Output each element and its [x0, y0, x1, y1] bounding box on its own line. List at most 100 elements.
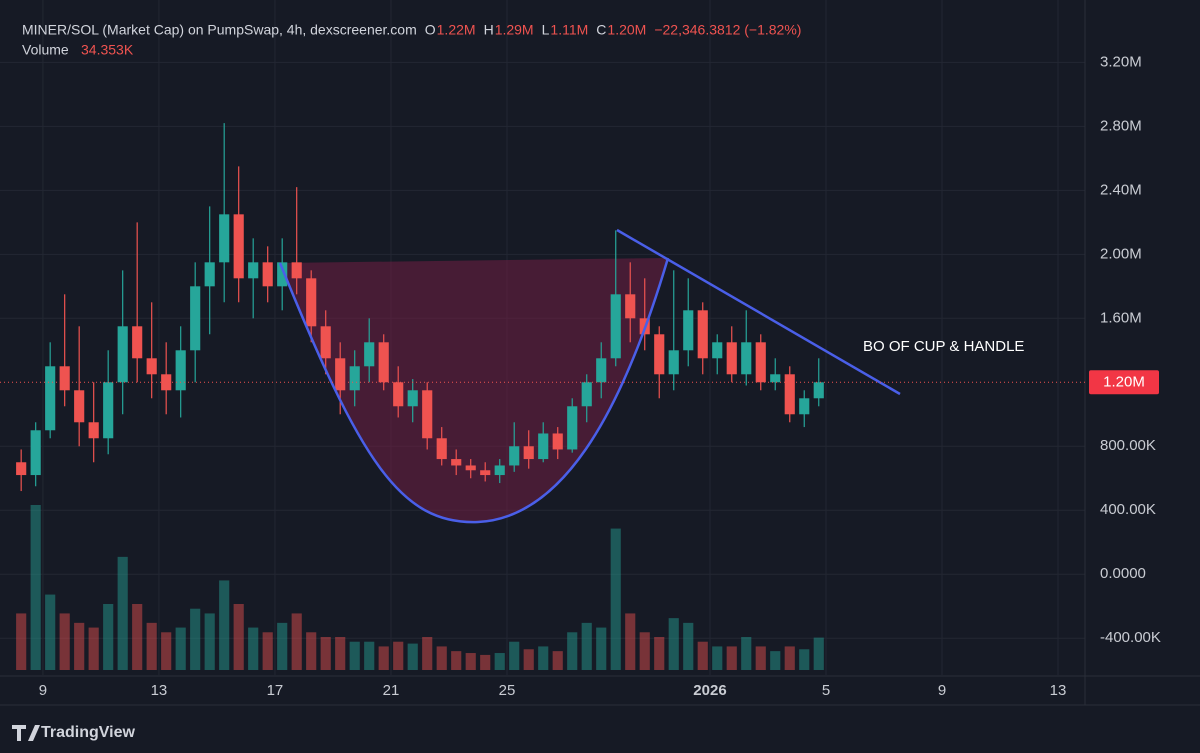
candle-body	[248, 262, 259, 279]
candle-body	[581, 382, 592, 407]
ohlc-value: 1.22M	[437, 22, 476, 38]
x-tick-label: 9	[938, 682, 946, 699]
volume-bar	[349, 641, 360, 670]
candle-body	[45, 366, 56, 431]
x-tick-label: 17	[267, 682, 284, 699]
candle-body	[712, 342, 723, 359]
candle-body	[262, 262, 273, 287]
candle-body	[320, 326, 331, 359]
brand: TradingView	[12, 724, 136, 741]
x-tick-label: 13	[151, 682, 168, 699]
volume-bar	[233, 604, 244, 670]
volume-bar	[567, 632, 578, 670]
candle-body	[16, 462, 27, 476]
volume-bar	[262, 632, 273, 670]
candle-body	[610, 294, 621, 359]
volume-bar	[320, 637, 331, 670]
candle-body	[277, 262, 288, 287]
volume-bar	[451, 651, 462, 670]
volume-bar	[509, 641, 520, 670]
candle-body	[654, 334, 665, 375]
candle-body	[552, 433, 563, 450]
volume-bar	[596, 627, 607, 670]
cup-curve	[278, 257, 670, 524]
candle-body	[88, 422, 99, 439]
y-tick-label: 400.00K	[1100, 501, 1156, 518]
candle-body	[813, 382, 824, 399]
last-price-box	[1089, 370, 1159, 395]
volume-bar	[103, 604, 114, 670]
volume-bar	[59, 613, 70, 670]
volume-bar	[74, 622, 85, 670]
volume-bar	[175, 627, 186, 670]
candle-body	[103, 382, 114, 439]
volume-bar	[16, 613, 27, 670]
ohlc-key: L	[542, 22, 550, 38]
volume-bar	[639, 632, 650, 670]
volume-bar	[306, 632, 317, 670]
ohlc-value: 1.29M	[495, 22, 534, 38]
volume-bar	[480, 654, 491, 670]
ohlc-key: H	[484, 22, 494, 38]
last-price-label: 1.20M	[1103, 373, 1145, 390]
candle-body	[190, 286, 201, 351]
candle-body	[799, 398, 810, 415]
volume-bar	[117, 556, 128, 670]
candle-body	[306, 278, 317, 327]
brand-logo	[12, 725, 40, 741]
volume-bar	[132, 604, 143, 670]
volume-bar	[88, 627, 99, 670]
y-tick-label: 800.00K	[1100, 437, 1156, 454]
volume-bar	[668, 618, 679, 670]
candle-body	[596, 358, 607, 383]
annotation: BO OF CUP & HANDLE	[863, 338, 1024, 355]
candle-body	[784, 374, 795, 415]
volume-bar	[741, 637, 752, 670]
volume-bar	[161, 632, 172, 670]
volume-bar	[291, 613, 302, 670]
candle-body	[509, 446, 520, 466]
axes: 3.20M 2.80M 2.40M 2.00M 1.60M 800.00K 400.00K 0…	[0, 53, 1161, 699]
y-tick-label: 1.60M	[1100, 309, 1142, 326]
header: MINER/SOL (Market Cap) on PumpSwap, 4h, …	[22, 22, 801, 58]
candle-body	[219, 214, 230, 263]
candle-body	[770, 374, 781, 383]
x-tick-label: 21	[383, 682, 400, 699]
candle-body	[480, 470, 491, 476]
volume-bar	[523, 649, 534, 670]
volume-bar	[784, 646, 795, 670]
volume-bar	[625, 613, 636, 670]
candle-body	[538, 433, 549, 460]
candle-body	[175, 350, 186, 391]
volume-bar	[610, 528, 621, 670]
candle-body	[233, 214, 244, 279]
candle-body	[364, 342, 375, 367]
candle-body	[146, 358, 157, 375]
volume-bar	[393, 641, 404, 670]
volume-bar	[45, 594, 56, 670]
y-tick-label: 3.20M	[1100, 53, 1142, 70]
volume-value: 34.353K	[81, 42, 134, 58]
candle-body	[117, 326, 128, 383]
volume-bar	[335, 637, 346, 670]
x-tick-label: 9	[39, 682, 47, 699]
volume-bar	[248, 627, 259, 670]
candle-body	[625, 294, 636, 319]
header-values: O 1.22M H 1.29M L 1.11M C 1.20M −22,346.3812 (−1…	[425, 22, 802, 38]
candle-body	[74, 390, 85, 423]
x-tick-label: 13	[1050, 682, 1067, 699]
volume-bar	[146, 622, 157, 670]
candle-body	[132, 326, 143, 359]
candle-body	[161, 374, 172, 391]
y-tick-label: 2.00M	[1100, 245, 1142, 262]
volume-bar	[204, 613, 215, 670]
y-tick-label: -400.00K	[1100, 629, 1161, 646]
candle-body	[567, 406, 578, 450]
volume-bar	[697, 641, 708, 670]
cup-fill	[280, 258, 668, 523]
candle-body	[59, 366, 70, 391]
ohlc-value: 1.20M	[607, 22, 646, 38]
volume-pane	[16, 505, 824, 670]
